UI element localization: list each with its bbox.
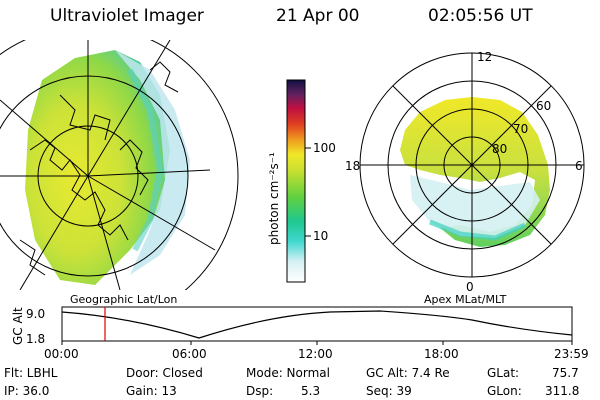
mlat-label-60: 60	[536, 99, 551, 113]
dsp-value: 5.3	[301, 384, 320, 398]
colorbar-unit-label: photon cm⁻²s⁻¹	[267, 152, 281, 245]
mlt-label-6: 6	[575, 159, 583, 173]
time-tick-1800: 18:00	[424, 347, 459, 361]
apex-panel-label: Apex MLat/MLT	[424, 293, 507, 306]
colorbar-tick-10: 10	[313, 229, 328, 243]
mlat-label-80: 80	[492, 142, 507, 156]
filter-info: Flt: LBHL	[4, 366, 58, 380]
glon-value: 311.8	[545, 384, 579, 398]
time-tick-2359: 23:59	[554, 347, 589, 361]
gain-info: Gain: 13	[126, 384, 177, 398]
image-time: 02:05:56 UT	[428, 6, 533, 26]
glat-value: 75.7	[552, 366, 579, 380]
mode-info: Mode: Normal	[246, 366, 330, 380]
time-tick-0000: 00:00	[44, 347, 79, 361]
dsp-label: Dsp:	[246, 384, 273, 398]
mlt-label-18: 18	[345, 159, 360, 173]
image-date: 21 Apr 00	[276, 6, 360, 26]
mlat-label-70: 70	[513, 122, 528, 136]
geographic-image	[0, 40, 239, 290]
geographic-panel-label: Geographic Lat/Lon	[70, 293, 177, 306]
apex-polar-plot: 12 18 6 0 60 70 80	[345, 50, 585, 294]
mlt-label-12: 12	[477, 50, 492, 64]
colorbar-tick-100: 100	[313, 141, 336, 155]
seq-info: Seq: 39	[366, 384, 412, 398]
mlt-label-0: 0	[466, 280, 474, 294]
gc-alt-info: GC Alt: 7.4 Re	[366, 366, 450, 380]
gc-alt-axis-label: GC Alt	[11, 307, 25, 345]
time-tick-0600: 06:00	[172, 347, 207, 361]
alt-tick-9: 9.0	[26, 307, 45, 321]
alt-tick-1-8: 1.8	[26, 332, 45, 346]
glon-label: GLon:	[487, 384, 522, 398]
ip-info: IP: 36.0	[4, 384, 49, 398]
glat-label: GLat:	[487, 366, 519, 380]
intensity-colorbar: 100 10 photon cm⁻²s⁻¹	[267, 79, 336, 283]
altitude-strip: GC Alt 9.0 1.8 00:00 06:00 12:00 18:00 2…	[11, 306, 589, 361]
instrument-title: Ultraviolet Imager	[50, 6, 204, 26]
instrument-info: Flt: LBHL Door: Closed Mode: Normal GC A…	[4, 366, 579, 398]
time-tick-1200: 12:00	[298, 347, 333, 361]
door-info: Door: Closed	[126, 366, 203, 380]
